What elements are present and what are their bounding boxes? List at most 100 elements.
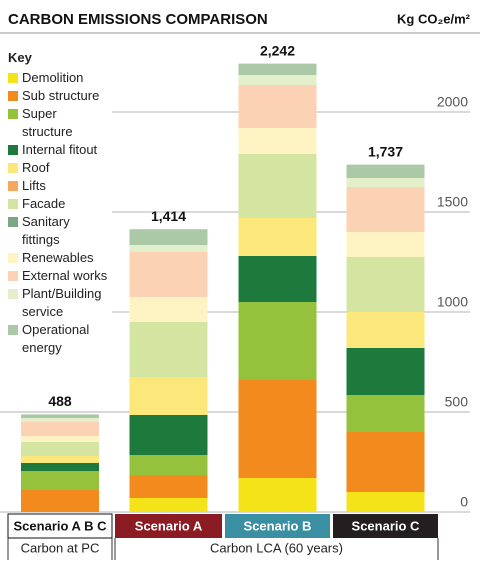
legend-label: Lifts (22, 178, 46, 193)
legend-label: Sanitary fittings (22, 214, 70, 247)
category-box (225, 514, 330, 538)
category-box (333, 514, 438, 538)
bar-segment (129, 475, 208, 498)
bar-segment (346, 312, 425, 348)
y-tick-label: 1000 (437, 294, 468, 310)
legend-item: Roof (8, 159, 110, 177)
legend-item: Plant/Building service (8, 285, 110, 321)
bar-segment (129, 498, 208, 512)
y-tick-label: 2000 (437, 94, 468, 110)
category-box (115, 514, 222, 538)
y-tick-label: 1500 (437, 194, 468, 210)
legend-label: Internal fitout (22, 142, 98, 157)
bar-segment (21, 436, 99, 442)
y-tick-label: 0 (460, 494, 468, 510)
bar-segment (21, 418, 99, 422)
legend-item: Demolition (8, 69, 110, 87)
legend-swatch (8, 109, 18, 119)
legend-item: Internal fitout (8, 141, 110, 159)
legend-item: Renewables (8, 249, 110, 267)
bar-segment (238, 75, 317, 85)
bar-segment (129, 229, 208, 245)
legend-label: Facade (22, 196, 66, 211)
legend-item: Sub structure (8, 87, 110, 105)
legend-swatch (8, 163, 18, 173)
legend-label: Operational energy (22, 322, 90, 355)
bar-segment (21, 471, 99, 490)
bar-segment (129, 252, 208, 297)
bar-segment (129, 297, 208, 322)
legend: Key Demolition Sub structure Super structu… (8, 50, 110, 357)
bar-segment (238, 85, 317, 128)
legend-label: Plant/Building service (22, 286, 102, 319)
legend-swatch (8, 289, 18, 299)
chart-title: CARBON EMISSIONS COMPARISON (8, 11, 268, 28)
legend-title: Key (8, 50, 32, 65)
bars (21, 63, 425, 512)
legend-item: Facade (8, 195, 110, 213)
bar-segment (238, 128, 317, 154)
bar-segment (21, 442, 99, 456)
bar-segment (346, 492, 425, 512)
bar-segment (129, 415, 208, 455)
legend-item: Super structure (8, 105, 110, 141)
bar-segment (129, 377, 208, 415)
legend-label: External works (22, 268, 108, 283)
legend-label: Demolition (22, 70, 84, 85)
bar-segment (346, 432, 425, 492)
legend-swatch (8, 73, 18, 83)
group-label: Carbon at PC (21, 540, 100, 555)
bar-segment (238, 218, 317, 256)
bar-segment (346, 187, 425, 232)
total-label: 488 (48, 393, 72, 409)
legend-swatch (8, 145, 18, 155)
bar-segment (346, 178, 425, 187)
y-axis-label: Kg CO₂e/m² (397, 11, 471, 26)
bar-segment (21, 422, 99, 436)
bar-segment (129, 322, 208, 377)
bar-segment (21, 490, 99, 512)
legend-item: External works (8, 267, 110, 285)
y-tick-label: 500 (445, 394, 469, 410)
group-label: Carbon LCA (60 years) (210, 540, 343, 555)
category-box (7, 513, 113, 539)
bar-segment (238, 302, 317, 380)
bar-segment (346, 232, 425, 257)
legend-label: Roof (22, 160, 50, 175)
total-label: 2,242 (260, 42, 295, 58)
legend-label: Sub structure (22, 88, 100, 103)
legend-item: Sanitary fittings (8, 213, 110, 249)
bar-segment (21, 456, 99, 463)
bar-segment (346, 164, 425, 178)
x-tick-label: Scenario A (135, 518, 203, 533)
bar-segment (129, 245, 208, 252)
legend-swatch (8, 181, 18, 191)
bar-segment (238, 63, 317, 75)
bar-segment (238, 478, 317, 512)
legend-label: Super structure (22, 106, 73, 139)
legend-label: Renewables (22, 250, 94, 265)
bar-segment (21, 414, 99, 418)
legend-item: Lifts (8, 177, 110, 195)
bar-segment (238, 256, 317, 302)
bar-segment (346, 395, 425, 432)
legend-swatch (8, 91, 18, 101)
total-label: 1,414 (151, 208, 186, 224)
legend-swatch (8, 217, 18, 227)
x-tick-label: Scenario A B C (14, 518, 108, 533)
legend-swatch (8, 199, 18, 209)
bar-segment (21, 463, 99, 471)
total-label: 1,737 (368, 143, 403, 159)
x-tick-label: Scenario B (244, 518, 312, 533)
bar-segment (238, 380, 317, 478)
legend-swatch (8, 325, 18, 335)
bar-segment (238, 154, 317, 218)
bar-segment (346, 257, 425, 312)
legend-swatch (8, 271, 18, 281)
bar-segment (346, 348, 425, 395)
legend-swatch (8, 253, 18, 263)
bar-segment (129, 455, 208, 475)
legend-item: Operational energy (8, 321, 110, 357)
